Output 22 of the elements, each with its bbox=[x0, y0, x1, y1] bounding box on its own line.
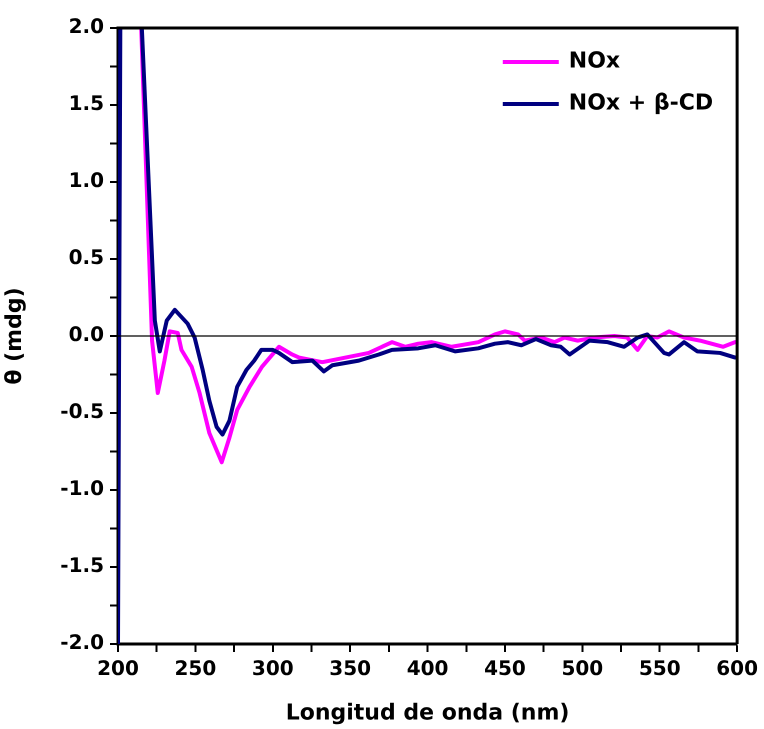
x-tick-label: 250 bbox=[174, 656, 216, 680]
y-tick-label: 0.5 bbox=[68, 245, 104, 270]
y-tick-label: 1.5 bbox=[68, 91, 104, 116]
y-tick-label: 2.0 bbox=[68, 14, 104, 38]
x-axis-title: Longitud de onda (nm) bbox=[286, 700, 570, 726]
x-tick-label: 200 bbox=[97, 656, 139, 680]
y-axis-title: θ (mdg) bbox=[2, 287, 27, 385]
x-tick-label: 350 bbox=[329, 656, 372, 680]
y-tick-label: -1.0 bbox=[60, 476, 104, 500]
x-tick-label: 300 bbox=[252, 656, 294, 680]
y-tick-label: -1.5 bbox=[60, 553, 104, 578]
x-tick-label: 400 bbox=[406, 656, 448, 680]
x-tick-label: 450 bbox=[484, 656, 526, 680]
legend-label: NOx + β-CD bbox=[568, 90, 714, 116]
y-tick-label: 1.0 bbox=[68, 168, 104, 192]
x-tick-label: 600 bbox=[716, 656, 758, 680]
y-tick-label: 0.0 bbox=[68, 322, 104, 346]
x-tick-label: 550 bbox=[638, 656, 681, 680]
x-tick-label: 500 bbox=[561, 656, 604, 680]
y-tick-label: -2.0 bbox=[60, 630, 104, 654]
legend-label: NOx bbox=[568, 48, 620, 74]
y-tick-label: -0.5 bbox=[60, 399, 104, 424]
